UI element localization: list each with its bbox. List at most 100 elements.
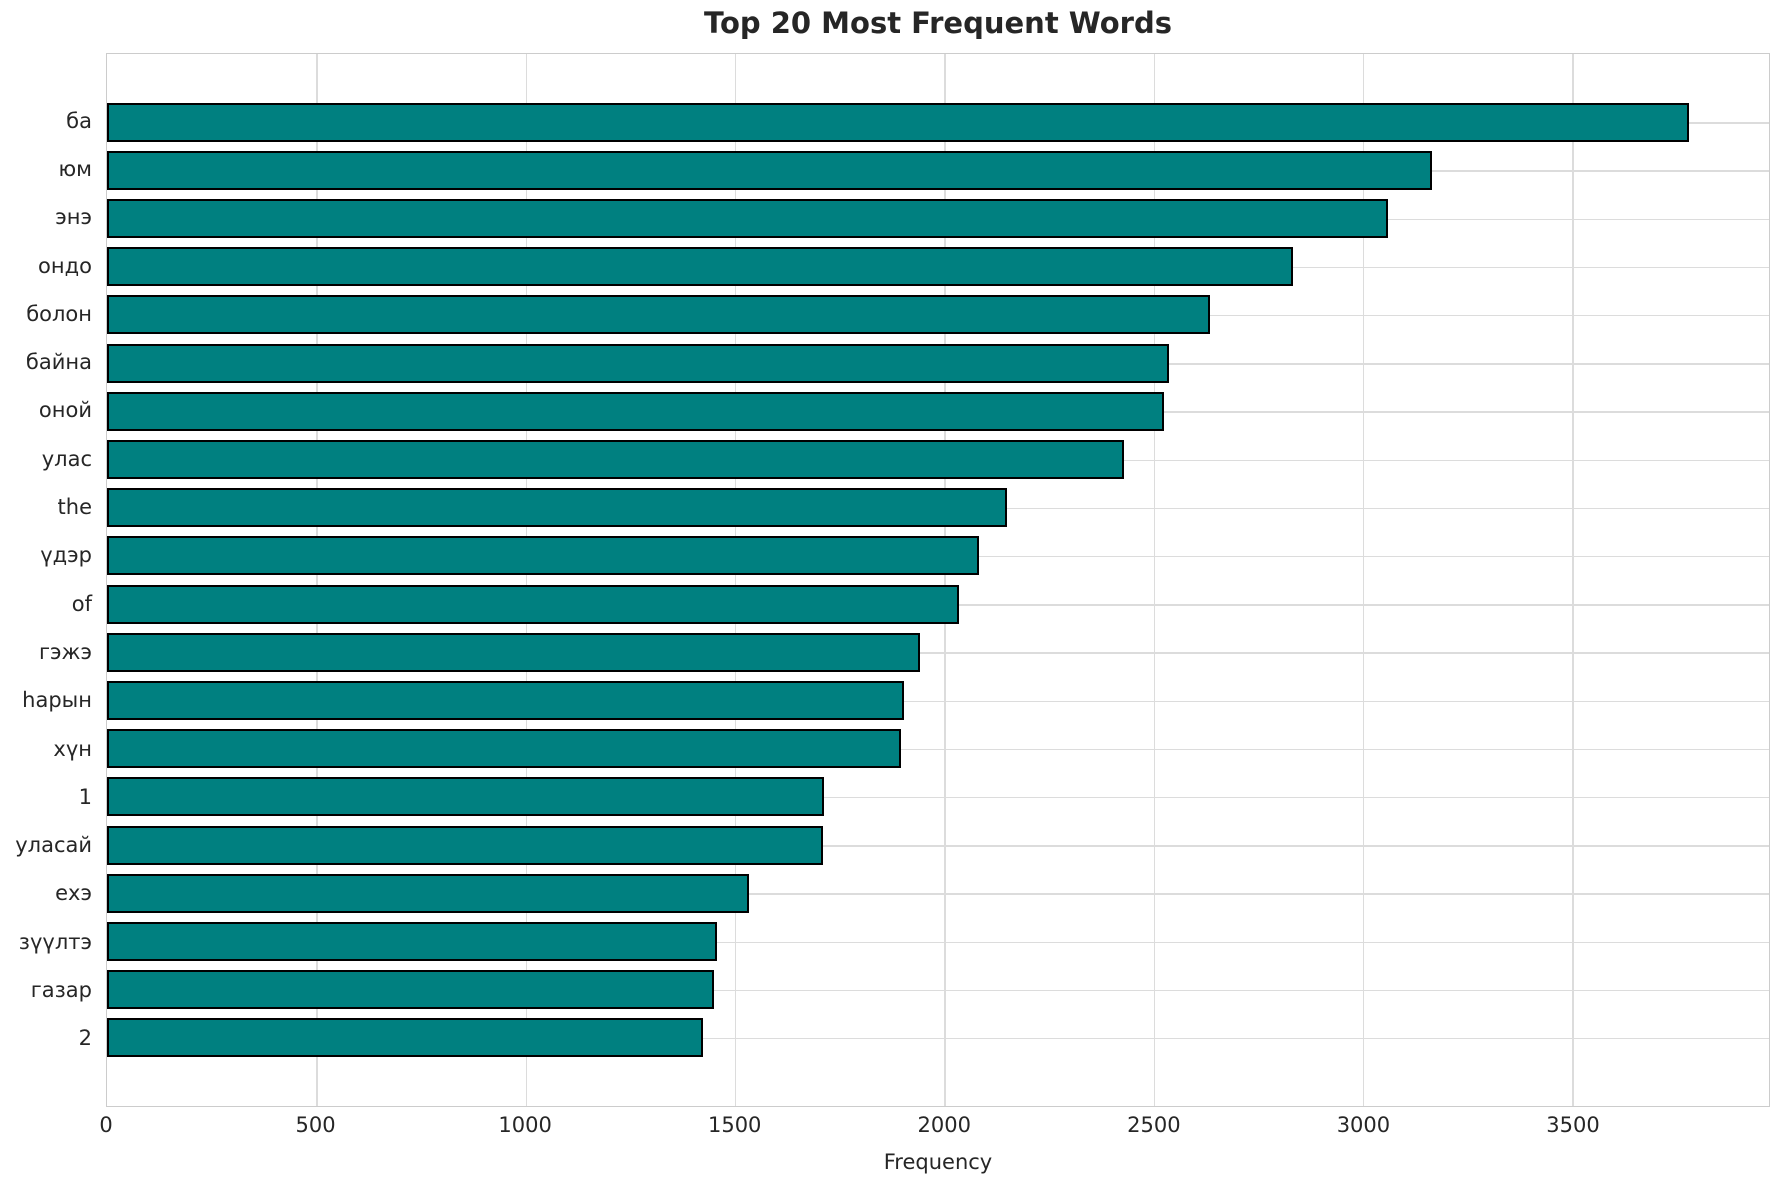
bar-rows bbox=[107, 54, 1769, 1106]
horizontal-gridline bbox=[107, 941, 1769, 944]
y-tick-label: энэ bbox=[55, 205, 92, 230]
x-tick-label: 0 bbox=[99, 1113, 113, 1137]
y-tick-label: ондо bbox=[38, 253, 92, 278]
bar-юм bbox=[107, 150, 1432, 190]
x-tick-label: 3000 bbox=[1336, 1113, 1391, 1137]
bar-row bbox=[107, 484, 1769, 532]
x-tick-label: 2000 bbox=[917, 1113, 972, 1137]
bar-row bbox=[107, 387, 1769, 435]
bar-row bbox=[107, 243, 1769, 291]
x-tick-label: 1500 bbox=[707, 1113, 762, 1137]
bar-байна bbox=[107, 343, 1170, 383]
bar-row bbox=[107, 580, 1769, 628]
y-tick-label: улас bbox=[41, 446, 92, 471]
vertical-gridline bbox=[1362, 54, 1365, 1106]
y-tick-row: оной bbox=[0, 387, 92, 435]
y-tick-row: үдэр bbox=[0, 532, 92, 580]
y-tick-label: оной bbox=[38, 398, 92, 423]
horizontal-gridline bbox=[107, 893, 1769, 895]
y-tick-label: the bbox=[57, 495, 92, 520]
y-tick-row: газар bbox=[0, 966, 92, 1014]
y-tick-row: ехэ bbox=[0, 870, 92, 918]
y-axis-labels: ба юм энэ ондо болон байна оной улас the үдэр of гэ… bbox=[0, 53, 92, 1107]
bar-һарын bbox=[107, 681, 905, 721]
bar-зүүлтэ bbox=[107, 922, 717, 962]
bar-болон bbox=[107, 295, 1210, 335]
bar-row bbox=[107, 628, 1769, 676]
y-tick-row: гэжэ bbox=[0, 628, 92, 676]
bar-the bbox=[107, 488, 1008, 528]
x-tick-label: 2500 bbox=[1127, 1113, 1181, 1137]
y-tick-label: һарын bbox=[22, 688, 92, 713]
y-tick-label: уласай bbox=[15, 833, 92, 858]
bar-газар bbox=[107, 970, 715, 1010]
y-tick-label: юм bbox=[58, 156, 92, 181]
y-tick-row: юм bbox=[0, 145, 92, 193]
y-tick-row: энэ bbox=[0, 194, 92, 242]
bar-row bbox=[107, 773, 1769, 821]
y-tick-label: хүн bbox=[53, 736, 92, 761]
horizontal-gridline bbox=[107, 796, 1769, 799]
x-axis-label: Frequency bbox=[883, 1150, 993, 1174]
y-tick-row: of bbox=[0, 580, 92, 628]
y-tick-label: гэжэ bbox=[38, 639, 92, 664]
y-tick-label: of bbox=[71, 591, 92, 616]
y-tick-row: уласай bbox=[0, 821, 92, 869]
y-tick-label: байна bbox=[25, 350, 92, 375]
vertical-gridline bbox=[1572, 54, 1574, 1106]
horizontal-gridline bbox=[107, 989, 1769, 992]
x-tick-label: 1000 bbox=[498, 1113, 552, 1137]
bar-row bbox=[107, 532, 1769, 580]
bar-үдэр bbox=[107, 536, 980, 576]
bar-row bbox=[107, 146, 1769, 194]
y-tick-label: 1 bbox=[78, 784, 92, 809]
y-tick-row: ба bbox=[0, 97, 92, 145]
y-tick-row: хүн bbox=[0, 725, 92, 773]
vertical-gridline bbox=[734, 54, 737, 1106]
y-tick-row: улас bbox=[0, 435, 92, 483]
bar-ехэ bbox=[107, 873, 749, 913]
y-tick-row: 2 bbox=[0, 1015, 92, 1063]
x-axis-ticks: 0 500 1000 1500 2000 2500 3000 3500 bbox=[99, 1113, 1770, 1143]
bar-гэжэ bbox=[107, 632, 921, 672]
y-tick-row: the bbox=[0, 483, 92, 531]
bar-row bbox=[107, 435, 1769, 483]
chart-title: Top 20 Most Frequent Words bbox=[704, 6, 1172, 40]
horizontal-gridline bbox=[107, 1037, 1769, 1040]
bar-уласай bbox=[107, 825, 823, 865]
vertical-gridline bbox=[944, 54, 946, 1106]
bar-хүн bbox=[107, 729, 902, 769]
y-tick-row: ондо bbox=[0, 242, 92, 290]
y-tick-label: 2 bbox=[78, 1026, 92, 1051]
bar-of bbox=[107, 584, 959, 624]
bar-оной bbox=[107, 391, 1165, 431]
bar-row bbox=[107, 966, 1769, 1014]
bar-row bbox=[107, 194, 1769, 242]
bar-row bbox=[107, 98, 1769, 146]
y-tick-label: газар bbox=[30, 977, 92, 1002]
y-tick-row: һарын bbox=[0, 677, 92, 725]
horizontal-gridline bbox=[107, 700, 1769, 703]
bar-улас bbox=[107, 440, 1125, 480]
bar-row bbox=[107, 291, 1769, 339]
bar-row bbox=[107, 725, 1769, 773]
bar-ондо bbox=[107, 247, 1294, 287]
y-tick-label: зүүлтэ bbox=[18, 929, 92, 954]
y-tick-row: байна bbox=[0, 338, 92, 386]
bar-row bbox=[107, 917, 1769, 965]
bar-row bbox=[107, 339, 1769, 387]
horizontal-gridline bbox=[107, 845, 1769, 847]
x-tick-label: 500 bbox=[295, 1113, 336, 1137]
y-tick-label: ехэ bbox=[55, 881, 92, 906]
bar-ба bbox=[107, 102, 1690, 142]
bar-row bbox=[107, 1014, 1769, 1062]
y-tick-row: 1 bbox=[0, 773, 92, 821]
y-tick-label: болон bbox=[26, 301, 92, 326]
x-tick-label: 3500 bbox=[1546, 1113, 1600, 1137]
y-tick-label: үдэр bbox=[40, 543, 92, 568]
bar-row bbox=[107, 676, 1769, 724]
vertical-gridline bbox=[316, 54, 318, 1106]
bar-2 bbox=[107, 1018, 703, 1058]
horizontal-gridline bbox=[107, 748, 1769, 751]
